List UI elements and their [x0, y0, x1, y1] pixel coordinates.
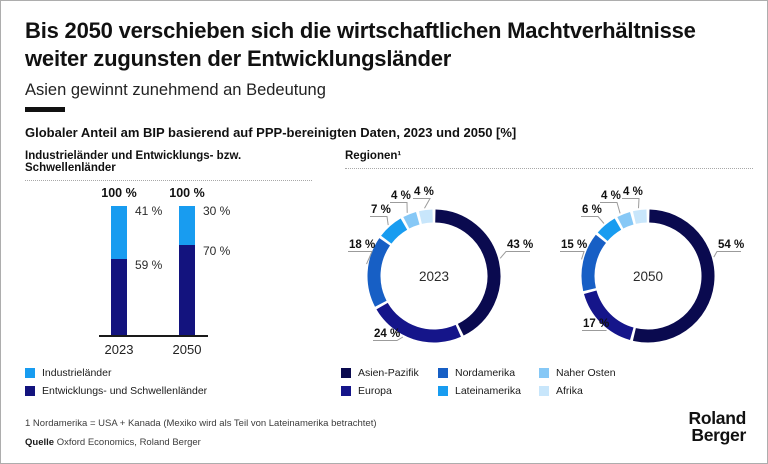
bar-segment-Entwicklungs- und Schwellenländer [111, 259, 127, 336]
donut-value-label: 4 % [391, 190, 411, 202]
label-connector-line [713, 251, 741, 258]
legend-swatch [438, 386, 448, 396]
legend-label: Nordamerika [455, 367, 516, 379]
donut-value-label: 4 % [623, 186, 643, 198]
legend-item-Industrieländer: Industrieländer [25, 367, 111, 379]
page-subtitle: Asien gewinnt zunehmend an Bedeutung [25, 81, 326, 99]
bar-value-label: 59 % [135, 258, 163, 272]
donut-segment-Asien-Pazifik [435, 209, 501, 336]
footnote: 1 Nordamerika = USA + Kanada (Mexiko wir… [25, 418, 377, 429]
donut-center-label: 2050 [633, 269, 663, 284]
right-panel-title: Regionen¹ [345, 150, 753, 169]
legend-label: Lateinamerika [455, 385, 521, 397]
legend-swatch [539, 386, 549, 396]
bar-value-label: 70 % [203, 244, 231, 258]
left-panel-title: Industrieländer und Entwicklungs- bzw. S… [25, 150, 312, 181]
bar-segment-Entwicklungs- und Schwellenländer [179, 245, 195, 336]
source-text: Oxford Economics, Roland Berger [56, 437, 201, 448]
label-connector-line [581, 216, 605, 224]
source-label: Quelle [25, 437, 55, 448]
donut-value-label: 4 % [601, 190, 621, 202]
donut-value-label: 17 % [583, 318, 609, 330]
donut-segment-Afrika [632, 209, 647, 224]
label-connector-line [582, 329, 607, 331]
legend-label: Asien-Pazifik [358, 367, 419, 379]
donut-value-label: 18 % [349, 239, 375, 251]
logo-line-1: Roland [688, 408, 746, 428]
x-axis-tick-label: 2023 [104, 342, 134, 357]
donut-value-label: 4 % [414, 186, 434, 198]
label-connector-line [600, 202, 621, 214]
legend-item-Afrika: Afrika [539, 385, 583, 397]
x-axis-line [99, 335, 208, 337]
donut-value-label: 6 % [582, 204, 602, 216]
legend-item-Nordamerika: Nordamerika [438, 367, 515, 379]
donut-value-label: 24 % [374, 328, 400, 340]
donut-segment-Asien-Pazifik [632, 209, 715, 343]
label-connector-line [373, 336, 404, 341]
legend-swatch [341, 386, 351, 396]
donut-segment-Europa [583, 290, 634, 341]
legend-item-Asien-Pazifik: Asien-Pazifik [341, 367, 419, 379]
legend-item-Entwicklungs- und Schwellenländer: Entwicklungs- und Schwellenländer [25, 385, 207, 397]
donut-chart-2023: 43 %24 %18 %7 %4 % 4 %2023 [348, 186, 533, 343]
donut-segment-Naher Osten [403, 211, 420, 229]
label-connector-line [622, 198, 640, 209]
legend-swatch [438, 368, 448, 378]
label-connector-line [370, 216, 389, 226]
bar-total-label: 100 % [101, 186, 137, 200]
donut-segment-Lateinamerika [381, 218, 408, 244]
donut-segment-Nordamerika [367, 238, 391, 307]
donut-value-label: 54 % [718, 239, 744, 251]
bar-value-label: 41 % [135, 204, 163, 218]
legend-swatch [341, 368, 351, 378]
x-axis-tick-label: 2050 [172, 342, 202, 357]
label-connector-line [348, 251, 373, 265]
roland-berger-logo: Roland Berger [688, 408, 746, 445]
label-connector-line [413, 198, 431, 209]
donut-segment-Nordamerika [581, 234, 607, 292]
bar-segment-Industrieländer [111, 206, 127, 259]
title-accent-dash [25, 107, 65, 112]
legend-swatch [25, 368, 35, 378]
legend-label: Industrieländer [42, 367, 112, 379]
bar-segment-Industrieländer [179, 206, 195, 245]
donut-segment-Lateinamerika [597, 218, 622, 242]
donut-segment-Europa [376, 302, 461, 343]
bar-value-label: 30 % [203, 204, 231, 218]
legend-item-Europa: Europa [341, 385, 392, 397]
donut-segment-Naher Osten [617, 211, 634, 229]
label-connector-line [499, 251, 530, 259]
label-connector-line [390, 202, 408, 213]
source-line: Quelle Oxford Economics, Roland Berger [25, 437, 201, 448]
donut-value-label: 43 % [507, 239, 533, 251]
bar-total-label: 100 % [169, 186, 205, 200]
page-title: Bis 2050 verschieben sich die wirtschaft… [25, 18, 696, 71]
donut-segment-Afrika [418, 209, 433, 224]
label-connector-line [560, 251, 585, 260]
legend-label: Europa [358, 385, 392, 397]
legend-swatch [539, 368, 549, 378]
legend-label: Afrika [556, 385, 583, 397]
legend-label: Entwicklungs- und Schwellenländer [42, 385, 208, 397]
legend-item-Lateinamerika: Lateinamerika [438, 385, 521, 397]
legend-item-Naher Osten: Naher Osten [539, 367, 616, 379]
donut-center-label: 2023 [419, 269, 449, 284]
legend-swatch [25, 386, 35, 396]
stacked-bar-chart: 100 % 41 % 59 % 2023 100 % 30 % 70 % 2050 [1, 1, 331, 463]
donut-value-label: 15 % [561, 239, 587, 251]
chart-heading: Globaler Anteil am BIP basierend auf PPP… [25, 125, 517, 140]
legend-label: Naher Osten [556, 367, 616, 379]
donut-chart-2050: 54 % 17 % 15 % 6 % 4 % 4 % 2050 [560, 186, 744, 343]
logo-line-2: Berger [691, 425, 746, 445]
donut-value-label: 7 % [371, 204, 391, 216]
